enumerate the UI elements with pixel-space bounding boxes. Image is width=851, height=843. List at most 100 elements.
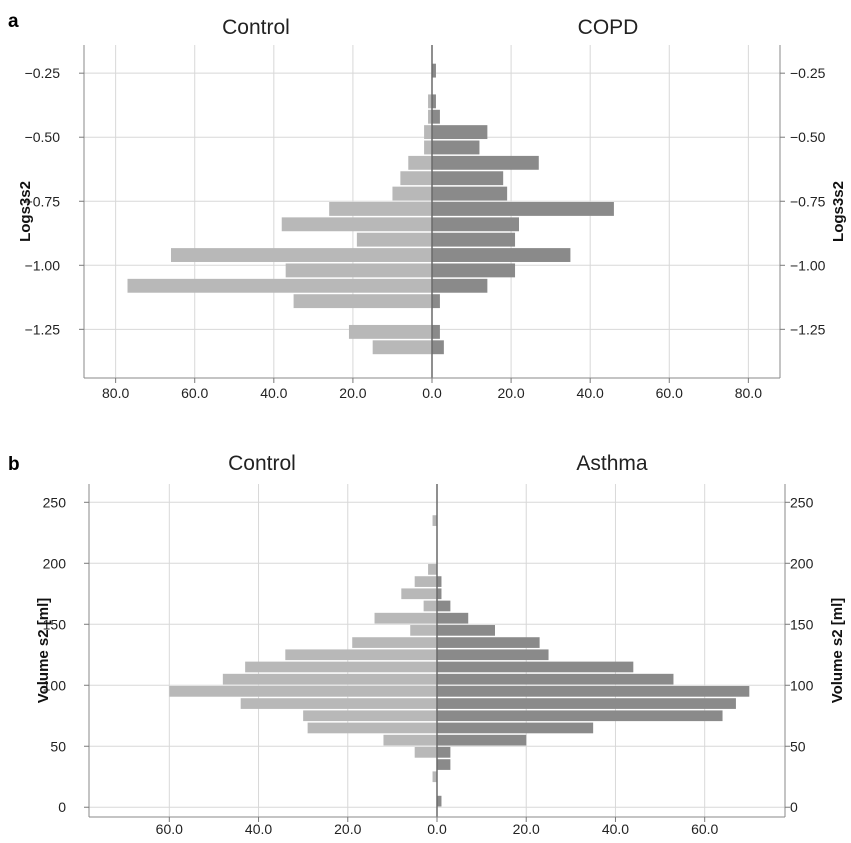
y-tick-label-right: −1.25 [790,321,826,337]
bar-copd [432,186,508,201]
bar-asthma [437,649,549,661]
y-tick-label-right: −0.50 [790,129,826,145]
bar-control [428,109,432,124]
x-tick-label: 60.0 [156,821,183,837]
x-tick-label: 40.0 [260,385,287,401]
y-tick-label-left: 50 [50,738,66,754]
x-tick-label: 20.0 [339,385,366,401]
bar-control [293,294,432,309]
bar-copd [432,294,440,309]
bar-control [352,637,437,648]
bar-control [392,186,432,201]
bar-control [127,278,432,293]
bar-control [424,140,432,155]
bar-control [329,202,432,216]
bar-asthma [437,673,674,685]
x-tick-label: 60.0 [656,385,683,401]
bar-control [432,515,437,526]
y-tick-label-right: 250 [790,494,814,510]
x-tick-label: 60.0 [691,821,718,837]
bar-asthma [437,661,634,673]
bar-copd [432,202,614,216]
bar-control [401,588,437,600]
bar-copd [432,324,440,339]
bar-asthma [437,710,723,722]
bar-control [171,248,432,262]
bar-asthma [437,588,442,600]
y-tick-label-left: −0.75 [25,193,61,209]
bar-asthma [437,795,442,807]
y-tick-label-right: −0.25 [790,65,826,81]
bar-control [410,625,437,636]
bar-control [428,94,432,109]
bar-control [240,698,437,709]
y-tick-label-left: −0.50 [25,129,61,145]
bar-copd [432,248,571,262]
x-tick-label: 80.0 [735,385,762,401]
x-tick-label: 20.0 [513,821,540,837]
y-tick-label-right: 150 [790,616,814,632]
bar-control [400,171,432,186]
y-tick-label-left: 150 [43,616,67,632]
bar-copd [432,217,519,232]
y-tick-label-right: 200 [790,555,814,571]
bar-copd [432,109,440,124]
right-group-title: Asthma [576,452,648,475]
x-tick-label: 20.0 [334,821,361,837]
bar-asthma [437,625,495,636]
bar-control [414,747,437,758]
x-tick-label: 40.0 [577,385,604,401]
y-tick-label-left: 200 [43,555,67,571]
y-axis-title-left: Volume s2 [ml] [35,598,52,704]
y-tick-label-left: −1.00 [25,257,61,273]
bar-control [281,217,432,232]
x-tick-label: 80.0 [102,385,129,401]
bar-asthma [437,747,451,758]
y-tick-label-left: 100 [43,677,67,693]
bar-control [408,155,432,170]
x-tick-label: 20.0 [497,385,524,401]
bar-control [432,771,437,783]
bar-asthma [437,698,736,709]
y-axis-title-left: Logs3s2 [17,181,34,242]
y-tick-label-left: −1.25 [25,321,61,337]
bar-asthma [437,686,750,697]
bar-asthma [437,612,469,624]
bar-control [222,673,437,685]
x-tick-label: 40.0 [245,821,272,837]
y-axis-title-right: Logs3s2 [830,181,847,242]
panel-letter: a [8,11,19,32]
bar-copd [432,155,539,170]
bar-copd [432,263,516,278]
panel-letter: b [8,454,20,475]
bar-control [245,661,437,673]
x-tick-label: 0.0 [427,821,447,837]
bar-control [303,710,437,722]
bar-copd [432,125,488,140]
bar-control [356,232,432,247]
bar-copd [432,63,436,78]
y-tick-label-right: 100 [790,677,814,693]
x-tick-label: 60.0 [181,385,208,401]
bar-control [428,564,437,575]
y-axis-title-right: Volume s2 [ml] [829,598,846,704]
bar-asthma [437,576,442,587]
y-tick-label-right: 50 [790,738,806,754]
bar-copd [432,232,516,247]
panel-a-chart: a Control COPD −0.25 −0.25 −0.50 −0.50 −0.75 −0.… [8,11,847,401]
y-tick-label-right: −0.75 [790,193,826,209]
bar-asthma [437,722,594,734]
bar-control [285,649,437,661]
bar-control [372,340,432,355]
bar-asthma [437,734,527,746]
right-group-title: COPD [578,16,639,39]
bar-control [383,734,437,746]
panel-b-chart: b Control Asthma 0 0 50 50 100 100 150 150 200 200 25… [8,452,846,837]
y-tick-label-right: 0 [790,799,798,815]
bar-control [374,612,437,624]
bar-asthma [437,600,451,612]
bar-asthma [437,637,540,648]
bar-copd [432,94,436,109]
bar-control [285,263,432,278]
